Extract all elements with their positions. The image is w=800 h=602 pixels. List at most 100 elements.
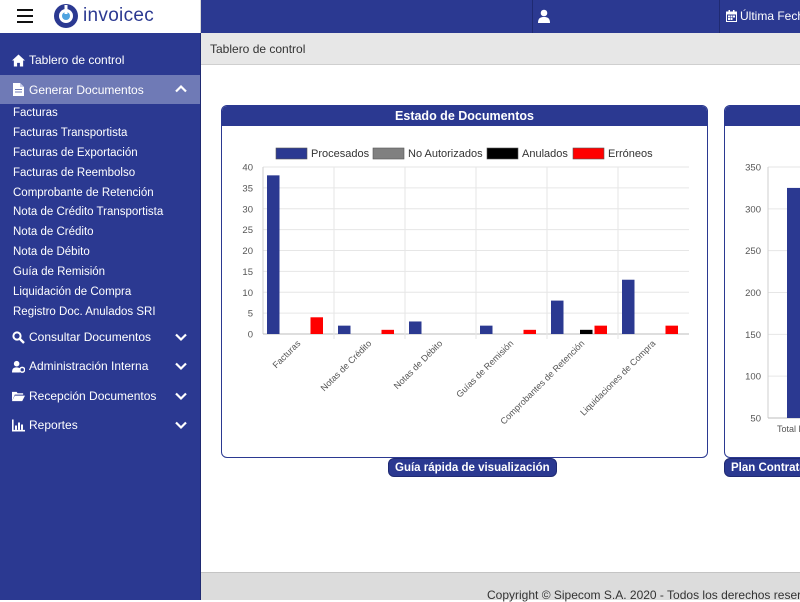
sidebar: Tablero de control Generar Documentos Fa… xyxy=(0,33,201,600)
submenu-item-facturas-reembolso[interactable]: Facturas de Reembolso xyxy=(13,166,136,179)
bar-total-documentos xyxy=(787,187,800,418)
sidebar-item-label: Administración Interna xyxy=(29,359,149,373)
sidebar-item-reportes[interactable]: Reportes xyxy=(0,411,200,439)
estado-documentos-card: Estado de Documentos Procesados No Autori… xyxy=(221,105,708,458)
submenu-item-guia-remision[interactable]: Guía de Remisión xyxy=(13,266,106,279)
topbar-divider xyxy=(719,0,720,33)
topbar-divider xyxy=(532,0,533,33)
bar-procesados xyxy=(551,300,564,334)
submenu-item-facturas-transportista[interactable]: Facturas Transportista xyxy=(13,126,128,139)
top-bar: invoicec Última Fecha xyxy=(0,0,800,33)
plan-contratado-button[interactable]: Plan Contratado xyxy=(724,458,800,477)
guia-rapida-button[interactable]: Guía rápida de visualización xyxy=(388,458,557,477)
bar-erróneos xyxy=(310,317,323,334)
legend-label: Procesados xyxy=(311,148,370,160)
x-tick-label: Facturas xyxy=(271,338,303,370)
y-tick-label: 250 xyxy=(745,246,761,257)
chevron-down-icon xyxy=(175,333,187,342)
y-tick-label: 50 xyxy=(750,414,761,425)
bar-erróneos xyxy=(381,329,394,334)
card-title: Estado de Documentos xyxy=(222,106,707,126)
legend-swatch xyxy=(275,147,308,160)
bar-chart-icon xyxy=(12,419,25,431)
logo-icon xyxy=(54,4,78,28)
x-tick-label: Comprobantes de Retención xyxy=(498,338,586,426)
sidebar-item-consultar-documentos[interactable]: Consultar Documentos xyxy=(0,323,200,351)
x-tick-label: Notas de Débito xyxy=(392,338,445,391)
breadcrumb: Tablero de control xyxy=(201,33,800,65)
user-cog-icon xyxy=(12,360,25,373)
sidebar-item-label: Tablero de control xyxy=(29,53,125,67)
submenu-item-comprobante-retencion[interactable]: Comprobante de Retención xyxy=(13,186,154,199)
footer: Copyright © Sipecom S.A. 2020 - Todos lo… xyxy=(201,572,800,602)
brand-name: invoicec xyxy=(83,5,155,26)
x-tick-label: Total D xyxy=(777,424,800,434)
y-tick-label: 150 xyxy=(745,330,761,341)
submenu-item-nota-credito[interactable]: Nota de Crédito xyxy=(13,226,94,239)
sidebar-item-dashboard[interactable]: Tablero de control xyxy=(0,46,200,74)
sidebar-item-recepcion-documentos[interactable]: Recepción Documentos xyxy=(0,382,200,410)
bar-anulados xyxy=(580,329,593,334)
bar-procesados xyxy=(409,321,422,334)
total-documentos-card: 50 100 150 200 250 300 350 Total D xyxy=(724,105,800,458)
y-tick-label: 350 xyxy=(745,163,761,174)
submenu-item-nota-credito-transportista[interactable]: Nota de Crédito Transportista xyxy=(13,206,164,219)
x-tick-label: Guías de Remisión xyxy=(454,338,515,399)
submenu-item-liquidacion-compra[interactable]: Liquidación de Compra xyxy=(13,286,132,299)
submenu-item-facturas[interactable]: Facturas xyxy=(13,107,58,119)
sidebar-item-label: Consultar Documentos xyxy=(29,330,152,344)
sidebar-item-generar-documentos[interactable]: Generar Documentos xyxy=(0,75,200,104)
last-date-label: Última Fecha xyxy=(740,9,800,23)
x-tick-label: Notas de Crédito xyxy=(319,338,374,393)
chevron-up-icon xyxy=(175,84,187,93)
calendar-icon xyxy=(726,10,737,22)
sidebar-item-administracion-interna[interactable]: Administración Interna xyxy=(0,352,200,380)
bar-erróneos xyxy=(523,329,536,334)
y-tick-label: 35 xyxy=(242,183,253,194)
y-tick-label: 100 xyxy=(745,372,761,383)
legend-label: Erróneos xyxy=(608,148,653,160)
chevron-down-icon xyxy=(175,392,187,401)
legend-swatch xyxy=(572,147,605,160)
legend-label: Anulados xyxy=(522,148,568,160)
card-title xyxy=(725,106,800,126)
bar-procesados xyxy=(480,325,493,334)
sidebar-item-label: Generar Documentos xyxy=(29,82,144,97)
bar-erróneos xyxy=(594,325,607,334)
legend-swatch xyxy=(372,147,405,160)
y-tick-label: 10 xyxy=(242,288,253,299)
bar-procesados xyxy=(622,279,635,334)
sidebar-item-label: Reportes xyxy=(29,418,78,432)
search-icon xyxy=(12,330,25,344)
y-tick-label: 200 xyxy=(745,288,761,299)
x-tick-label: Liquidaciones de Compra xyxy=(578,338,657,417)
legend-swatch xyxy=(486,147,519,160)
total-documentos-chart: 50 100 150 200 250 300 350 Total D xyxy=(745,163,800,434)
generar-documentos-submenu: Facturas Facturas Transportista Facturas… xyxy=(0,104,200,323)
y-tick-label: 40 xyxy=(242,163,253,174)
brand-area: invoicec xyxy=(0,0,201,33)
home-icon xyxy=(12,53,25,67)
folder-open-icon xyxy=(12,391,25,401)
chevron-down-icon xyxy=(175,421,187,430)
breadcrumb-current: Tablero de control xyxy=(210,42,306,56)
estado-documentos-chart: Procesados No Autorizados Anulados Erróneos… xyxy=(242,147,689,426)
legend-label: No Autorizados xyxy=(408,148,483,160)
submenu-item-facturas-exportacion[interactable]: Facturas de Exportación xyxy=(13,146,138,159)
sidebar-item-label: Recepción Documentos xyxy=(29,389,157,403)
y-tick-label: 0 xyxy=(248,330,253,341)
submenu-item-nota-debito[interactable]: Nota de Débito xyxy=(13,246,90,259)
hamburger-menu-icon[interactable] xyxy=(17,9,33,23)
y-tick-label: 25 xyxy=(242,225,253,236)
footer-copyright: Copyright © Sipecom S.A. 2020 - Todos lo… xyxy=(487,588,800,602)
y-tick-label: 20 xyxy=(242,246,253,257)
submenu-item-registro-anulados[interactable]: Registro Doc. Anulados SRI xyxy=(13,305,156,318)
bar-procesados xyxy=(338,325,351,334)
bar-procesados xyxy=(267,175,280,334)
y-tick-label: 5 xyxy=(248,309,253,320)
last-date-indicator: Última Fecha xyxy=(726,9,800,23)
document-icon xyxy=(13,83,24,96)
user-icon[interactable] xyxy=(538,9,550,23)
y-tick-label: 15 xyxy=(242,267,253,278)
y-tick-label: 30 xyxy=(242,204,253,215)
